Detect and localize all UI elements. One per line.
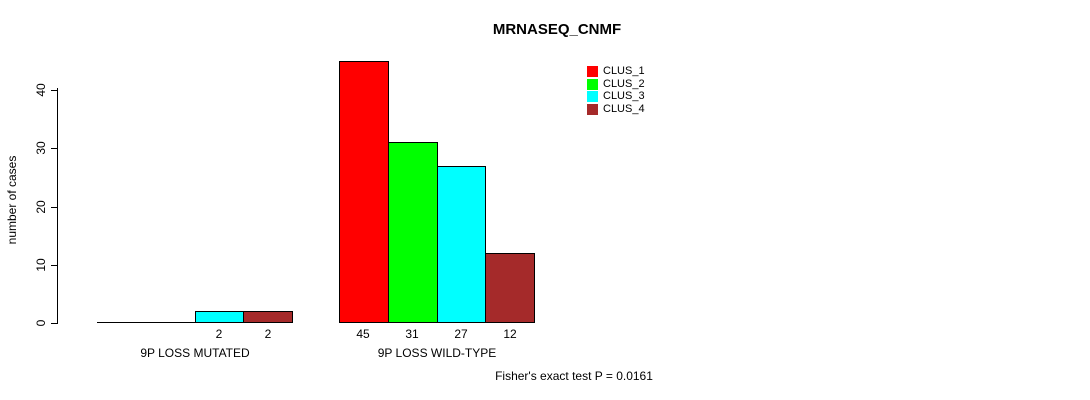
y-tick-mark [51,323,57,324]
legend-swatch-clus_2 [587,78,598,90]
bar-value-label: 2 [264,327,272,341]
bar-value-label: 27 [454,327,468,341]
bar-value-label: 2 [215,327,223,341]
y-tick-mark [51,148,57,149]
legend-label: CLUS_4 [603,102,645,115]
bar-clus_1-group1-zero [97,322,147,323]
y-tick-label: 20 [34,200,48,214]
legend-item-clus_2: CLUS_2 [587,78,645,91]
y-tick-mark [51,265,57,266]
bar-clus_3-group2 [437,166,486,323]
group-label-1: 9P LOSS MUTATED [140,346,250,360]
y-tick-label: 40 [34,83,48,97]
y-tick-label: 0 [34,319,48,327]
fisher-test-annotation: Fisher's exact test P = 0.0161 [495,369,653,383]
bar-clus_2-group1-zero [146,322,196,323]
chart-title: MRNASEQ_CNMF [492,21,622,38]
legend: CLUS_1 CLUS_2 CLUS_3 CLUS_4 [587,65,645,116]
bar-clus_4-group2 [485,253,535,323]
y-axis-label: number of cases [5,155,19,245]
legend-label: CLUS_3 [603,90,645,103]
bar-clus_2-group2 [388,142,438,323]
bar-value-label: 31 [405,327,419,341]
bar-clus_4-group1 [243,311,293,323]
legend-swatch-clus_3 [587,91,598,103]
y-tick-mark [51,90,57,91]
y-axis-line [57,88,58,324]
bar-clus_3-group1 [195,311,244,323]
y-tick-mark [51,207,57,208]
legend-label: CLUS_2 [603,77,645,90]
legend-item-clus_1: CLUS_1 [587,65,645,78]
bar-value-label: 12 [503,327,517,341]
y-tick-label: 10 [34,258,48,272]
legend-item-clus_3: CLUS_3 [587,90,645,103]
group-label-2: 9P LOSS WILD-TYPE [377,346,497,360]
bar-value-label: 45 [356,327,370,341]
bar-clus_1-group2 [339,61,389,323]
legend-label: CLUS_1 [603,64,645,77]
legend-swatch-clus_1 [587,65,598,77]
y-tick-label: 30 [34,141,48,155]
legend-swatch-clus_4 [587,103,598,115]
legend-item-clus_4: CLUS_4 [587,103,645,116]
